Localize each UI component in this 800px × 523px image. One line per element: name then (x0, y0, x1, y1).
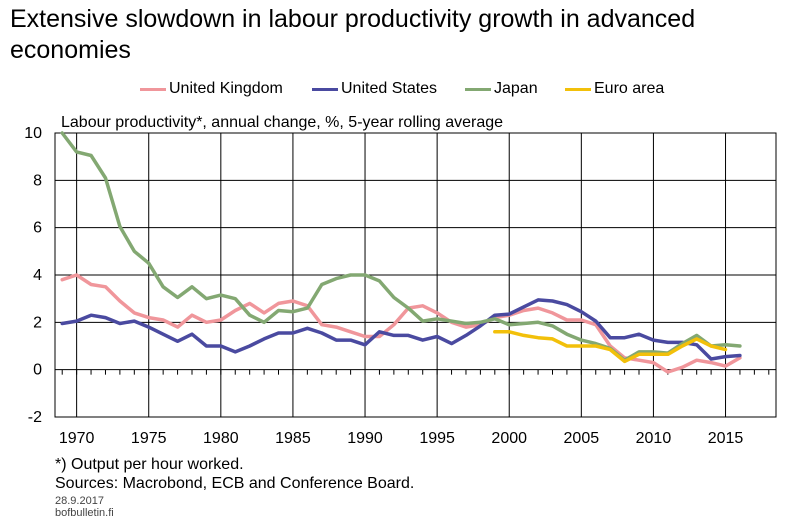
publish-date: 28.9.2017 (55, 495, 104, 507)
series-line-united-states (60, 298, 742, 361)
y-tick-label: 0 (33, 362, 42, 379)
x-tick-label: 1980 (203, 430, 239, 447)
x-tick-label: 1975 (131, 430, 167, 447)
legend-label-euro-area: Euro area (594, 80, 665, 97)
y-tick-label: 10 (24, 125, 42, 142)
y-tick-label: 2 (33, 314, 42, 331)
y-tick-label: -2 (28, 409, 42, 426)
sources-note: Sources: Macrobond, ECB and Conference B… (55, 475, 415, 492)
chart-title: Extensive slowdown in labour productivit… (10, 5, 696, 64)
series-line-euro-area (493, 330, 728, 364)
x-tick-label: 2000 (491, 430, 527, 447)
chart-subtitle: Labour productivity*, annual change, %, … (61, 114, 504, 131)
x-tick-label: 1985 (275, 430, 311, 447)
x-tick-label: 2015 (708, 430, 744, 447)
series-line-united-kingdom (60, 273, 742, 374)
legend-label-united-kingdom: United Kingdom (169, 80, 283, 97)
footnote: *) Output per hour worked. (55, 456, 244, 473)
x-tick-label: 2010 (636, 430, 672, 447)
chart-legend: United Kingdom United States Japan Euro … (0, 78, 800, 100)
y-tick-label: 8 (33, 172, 42, 189)
legend-label-united-states: United States (341, 80, 438, 97)
x-tick-label: 2005 (564, 430, 600, 447)
series-line-japan (60, 131, 742, 362)
site-name: bofbulletin.fi (55, 507, 114, 519)
x-tick-label: 1990 (347, 430, 383, 447)
y-tick-label: 6 (33, 220, 42, 237)
legend-swatch-japan (465, 88, 491, 91)
legend-swatch-euro-area (565, 88, 591, 91)
plot-frame (54, 132, 777, 418)
x-tick-label: 1970 (59, 430, 95, 447)
legend-label-japan: Japan (494, 80, 538, 97)
y-tick-label: 4 (33, 267, 42, 284)
legend-swatch-united-kingdom (140, 88, 166, 91)
legend-swatch-united-states (312, 88, 338, 91)
x-tick-label: 1995 (419, 430, 455, 447)
